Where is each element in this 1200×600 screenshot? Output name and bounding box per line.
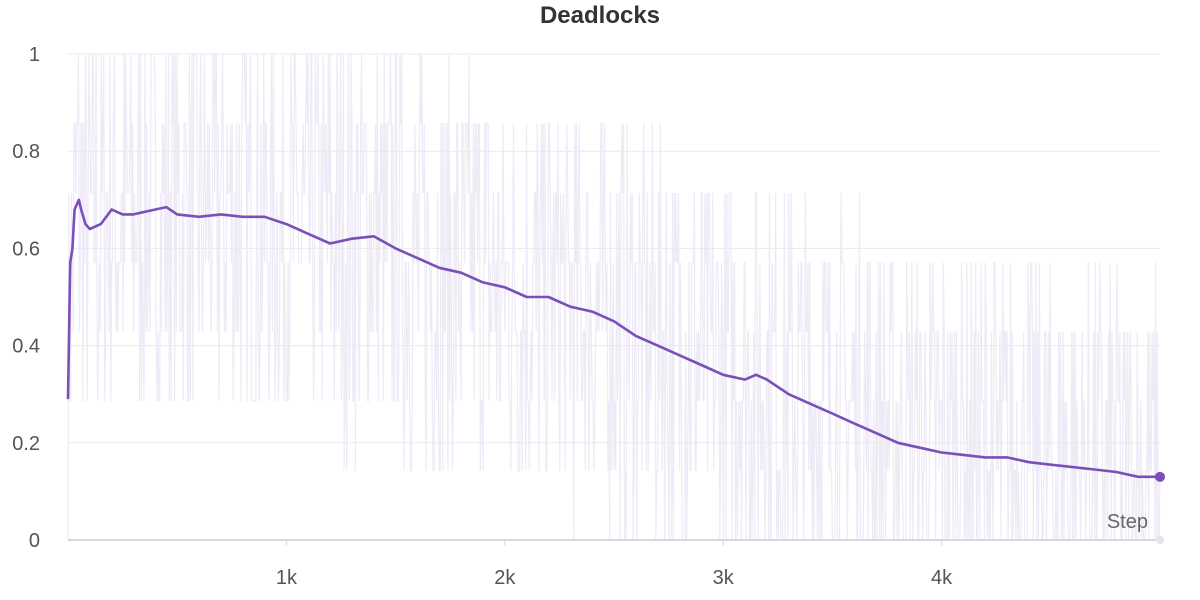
y-tick-label: 0 — [29, 530, 40, 552]
x-axis-label: Step — [1107, 511, 1148, 533]
x-tick-label: 2k — [494, 567, 516, 589]
y-tick-label: 1 — [29, 44, 40, 66]
y-tick-label: 0.4 — [12, 336, 40, 358]
smoothed-series-line — [66, 198, 1160, 479]
x-tick-label: 1k — [276, 567, 298, 589]
raw-end-marker — [1156, 536, 1164, 544]
x-tick-label: 4k — [931, 567, 953, 589]
y-tick-label: 0.2 — [12, 433, 40, 455]
series-end-marker — [1155, 471, 1165, 482]
raw-series-line — [67, 53, 1161, 541]
y-tick-label: 0.6 — [12, 238, 40, 260]
y-tick-label: 0.8 — [12, 141, 40, 163]
raw-series — [67, 53, 1161, 541]
x-tick-label: 3k — [713, 567, 735, 589]
chart-title: Deadlocks — [539, 2, 661, 29]
